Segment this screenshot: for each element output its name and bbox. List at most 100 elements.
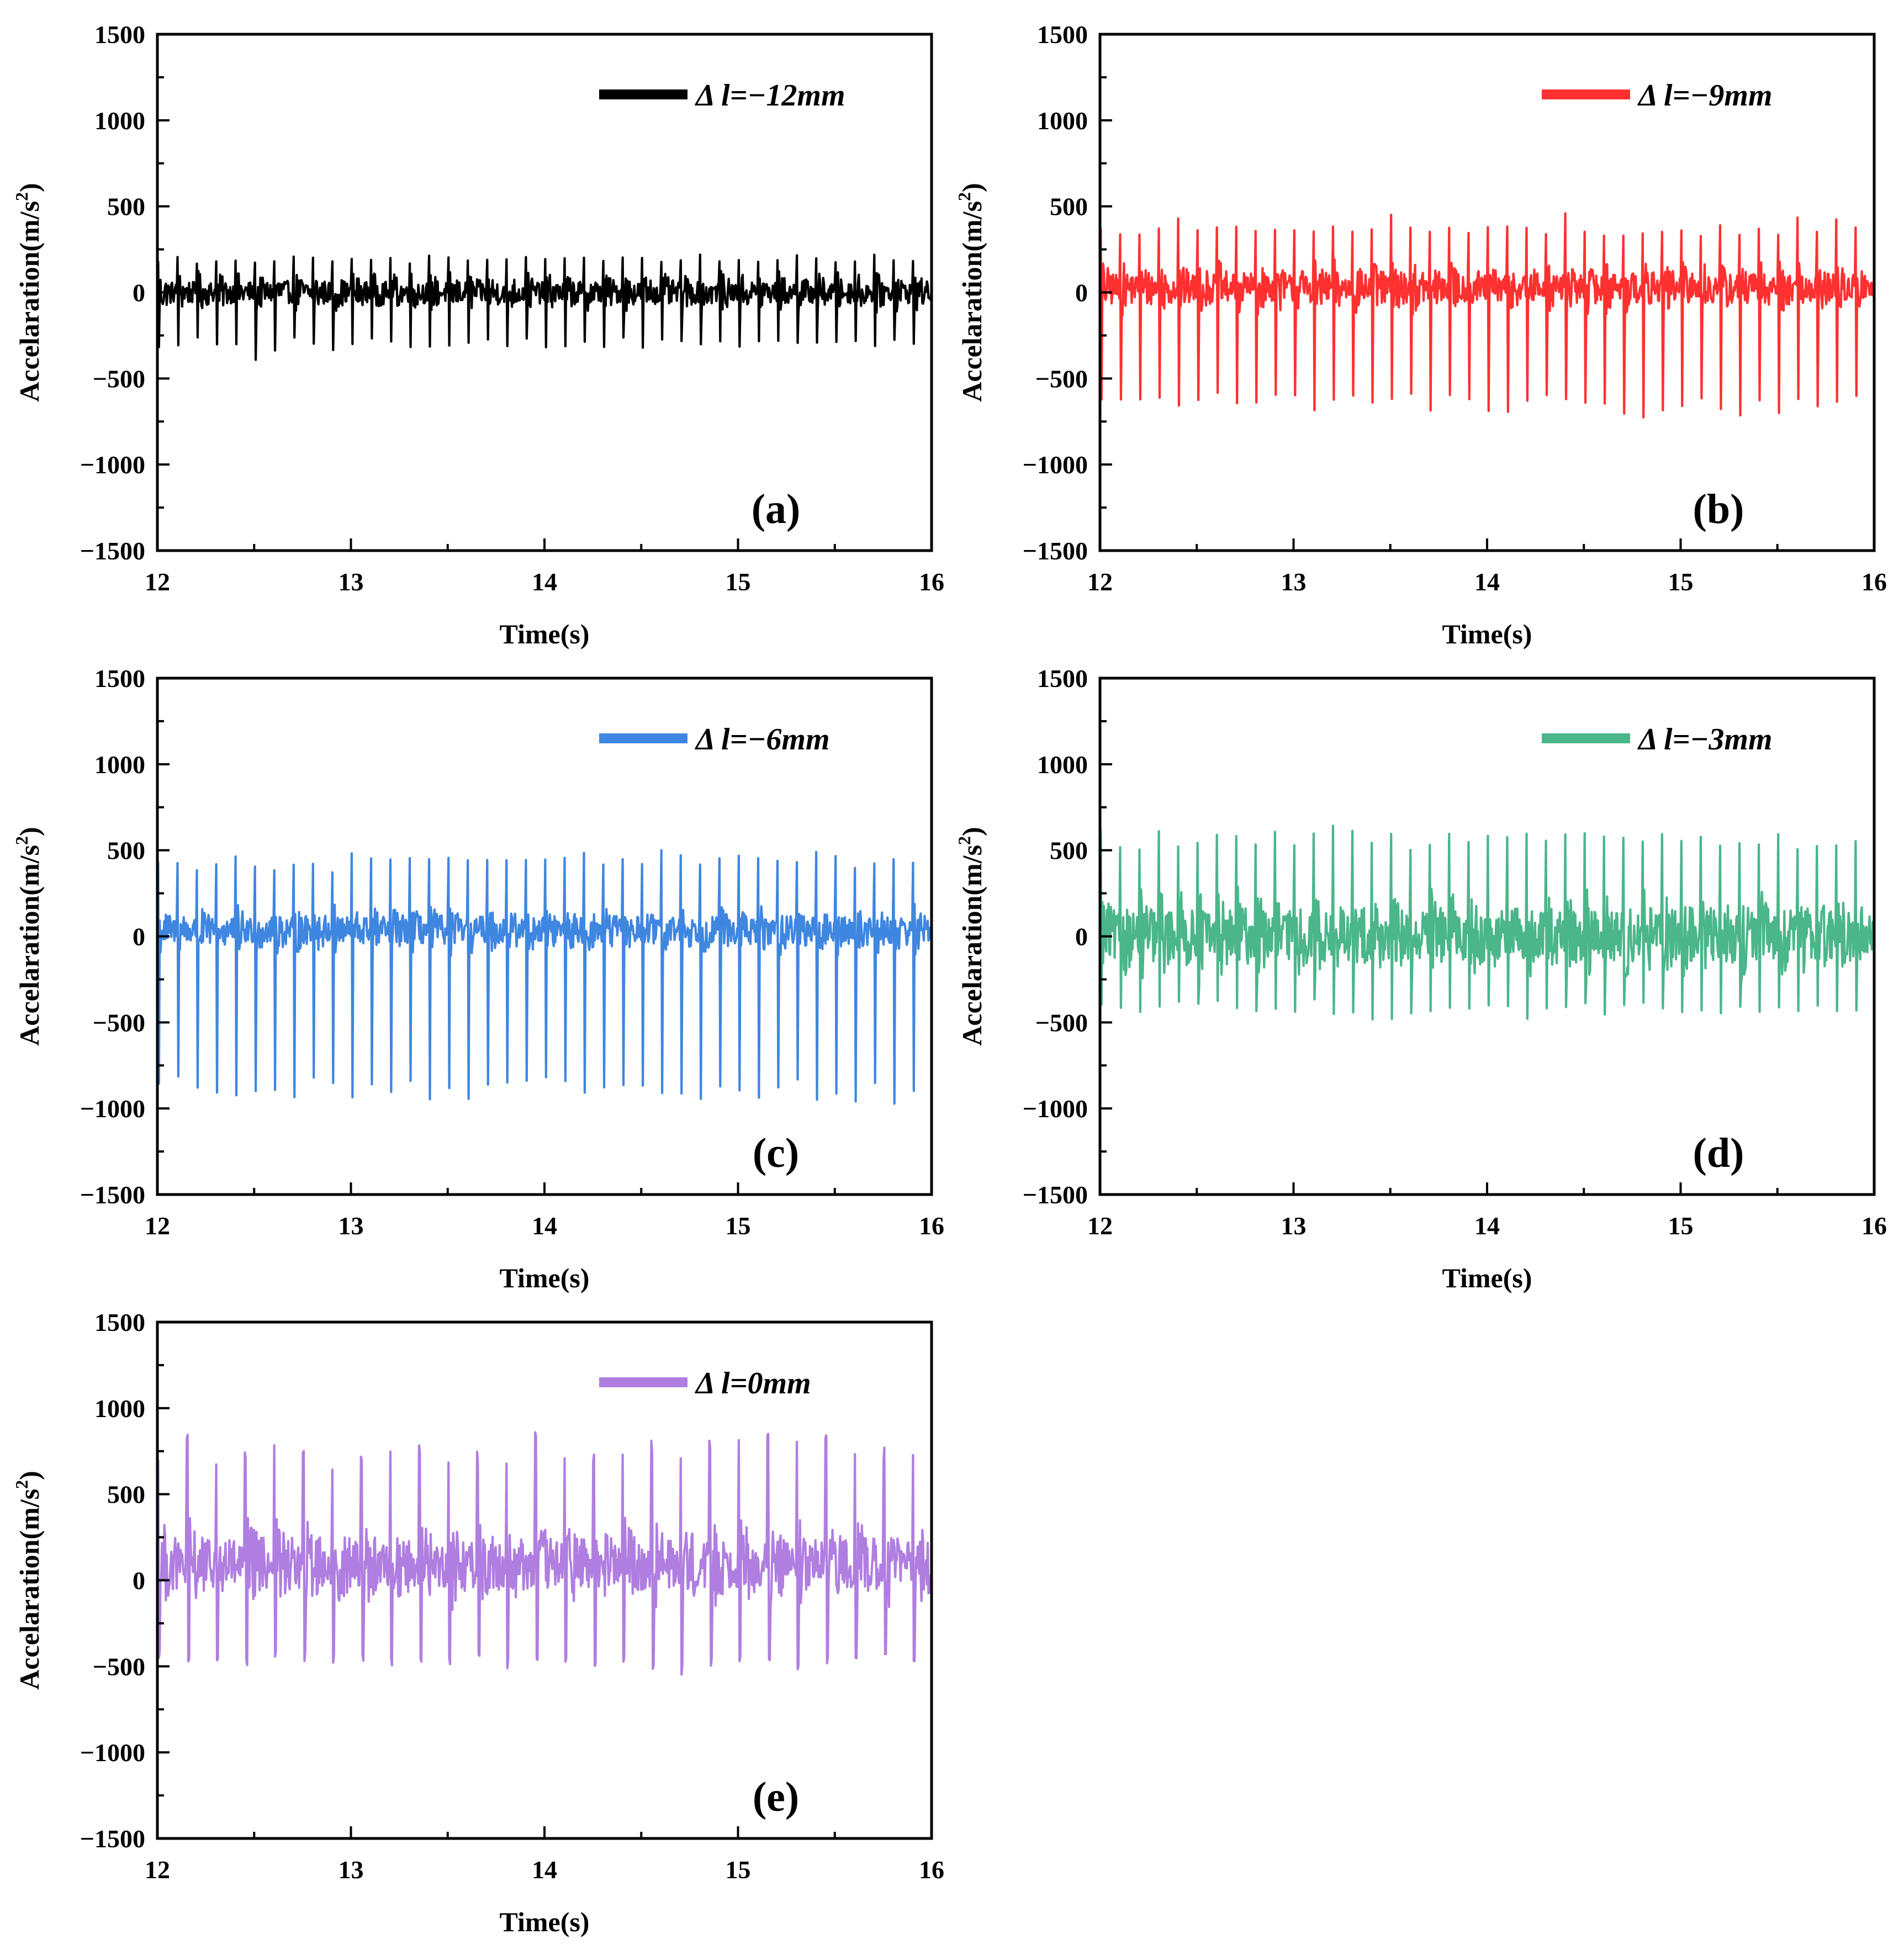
y-tick-label: −500 [93,1008,145,1037]
panel-a: 12 13 14 15 16 1500 1000 500 0 −500 −1000 −1500 Time… [12,20,944,649]
y-axis-title-main: Accelaration(m/s [956,845,987,1046]
x-tick-label: 14 [532,568,557,596]
x-tick-label: 16 [1861,568,1887,596]
y-axis-title-sup: 2 [954,192,974,201]
x-tick-label: 12 [145,1212,170,1240]
y-axis-title-main: Accelaration(m/s [14,845,45,1046]
legend-label: Δ l=−12mm [695,78,845,113]
legend-label: Δ l=0mm [695,1366,811,1401]
panel-label: (c) [753,1130,799,1176]
panel-d: 12 13 14 15 16 1500 1000 500 0 −500 −1000 −1500 Time… [954,664,1887,1293]
y-axis-title-close: ) [14,183,45,192]
series-line [1100,212,1874,419]
legend-label: Δ l=−9mm [1637,78,1773,113]
y-axis-title-sup: 2 [12,836,31,845]
y-tick-label: 0 [133,1567,145,1595]
y-tick-label: −1000 [1023,451,1088,479]
x-tick-label: 15 [1668,568,1694,596]
y-tick-label: −1500 [80,1181,145,1209]
y-tick-label: −500 [93,364,145,393]
y-tick-label: −1000 [80,1095,145,1123]
y-tick-label: −1500 [80,537,145,565]
series-line [157,849,932,1105]
y-tick-label: 1000 [94,1394,145,1423]
y-tick-label: −1500 [80,1825,145,1853]
y-tick-label: 0 [1075,923,1088,951]
legend-label: Δ l=−3mm [1637,722,1773,757]
y-axis-title: Accelaration(m/s2) [954,183,987,401]
y-axis-title-sup: 2 [954,836,974,845]
x-tick-label: 12 [145,1856,170,1884]
x-tick-label: 14 [1474,568,1500,596]
x-axis-title: Time(s) [500,619,590,649]
y-tick-label: −1000 [80,1738,145,1767]
x-tick-label: 13 [1281,1212,1307,1240]
series-line [157,253,932,361]
y-tick-label: 1000 [94,751,145,779]
x-tick-label: 16 [919,1212,944,1240]
panel-label: (e) [753,1774,799,1820]
y-axis-title-sup: 2 [12,192,31,201]
x-tick-label: 16 [919,568,944,596]
x-tick-label: 12 [1087,568,1113,596]
y-tick-label: 0 [133,923,145,951]
series-line [157,1431,932,1676]
y-tick-label: 500 [107,837,145,865]
y-tick-label: 0 [133,279,145,307]
y-axis-title-main: Accelaration(m/s [14,1489,45,1690]
y-axis-title-sup: 2 [12,1480,31,1489]
y-axis-title: Accelaration(m/s2) [12,1471,45,1689]
y-tick-label: 1500 [1037,20,1088,49]
y-tick-label: 1000 [94,107,145,135]
y-tick-label: 1000 [1037,107,1088,135]
y-tick-label: 500 [107,1481,145,1509]
x-axis-title: Time(s) [1442,619,1532,649]
x-tick-label: 15 [1668,1212,1694,1240]
x-tick-label: 13 [339,568,364,596]
x-tick-label: 15 [726,1856,751,1884]
y-axis-title: Accelaration(m/s2) [954,827,987,1045]
x-tick-label: 15 [726,1212,751,1240]
y-tick-label: 500 [1050,837,1088,865]
y-axis-title-close: ) [14,1471,45,1480]
panel-label: (b) [1693,486,1744,532]
y-tick-label: −1500 [1023,537,1088,565]
x-tick-label: 14 [1474,1212,1500,1240]
y-axis-title: Accelaration(m/s2) [12,183,45,401]
x-tick-label: 12 [145,568,170,596]
y-tick-label: 500 [107,193,145,221]
panel-b: 12 13 14 15 16 1500 1000 500 0 −500 −1000 −1500 Time… [954,20,1887,649]
y-tick-label: −1500 [1023,1181,1088,1209]
x-axis-title: Time(s) [1442,1262,1532,1293]
series-line [1100,822,1874,1021]
y-tick-label: −500 [1035,364,1088,393]
y-tick-label: −1000 [80,451,145,479]
y-tick-label: 0 [1075,279,1088,307]
x-axis-title: Time(s) [500,1906,590,1937]
y-axis-title-close: ) [956,183,987,192]
x-tick-label: 14 [532,1856,557,1884]
x-tick-label: 16 [1861,1212,1887,1240]
plot-frame [156,1320,933,1840]
y-axis-title: Accelaration(m/s2) [12,827,45,1045]
x-tick-label: 13 [1281,568,1307,596]
x-tick-label: 13 [339,1212,364,1240]
x-tick-label: 14 [532,1212,557,1240]
panel-c: 12 13 14 15 16 1500 1000 500 0 −500 −1000 −1500 Time… [12,664,944,1293]
legend-label: Δ l=−6mm [695,722,830,757]
y-tick-label: 1500 [94,1308,145,1336]
y-axis-title-close: ) [14,827,45,836]
x-tick-label: 15 [726,568,751,596]
x-tick-label: 13 [339,1856,364,1884]
y-tick-label: 1000 [1037,751,1088,779]
x-tick-label: 16 [919,1856,944,1884]
y-tick-label: 1500 [94,20,145,49]
y-tick-label: 1500 [94,664,145,693]
x-tick-label: 12 [1087,1212,1113,1240]
y-tick-label: −500 [93,1652,145,1681]
y-tick-label: 1500 [1037,664,1088,693]
x-axis-title: Time(s) [500,1262,590,1293]
panel-e: 12 13 14 15 16 1500 1000 500 0 −500 −1000 −1500 Time… [12,1308,944,1937]
y-tick-label: 500 [1050,193,1088,221]
